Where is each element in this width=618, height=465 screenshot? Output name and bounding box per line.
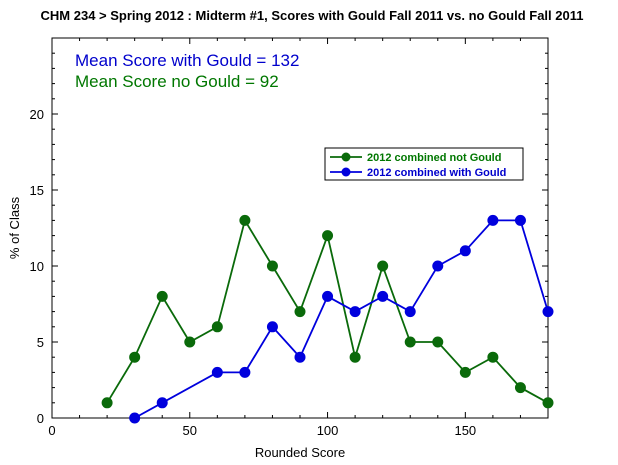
- series-line: [106, 218, 549, 404]
- series-line: [134, 219, 549, 419]
- series-2: [129, 214, 554, 424]
- data-point: [514, 214, 526, 226]
- data-point: [432, 336, 444, 348]
- data-point: [294, 306, 306, 318]
- data-point: [266, 260, 278, 272]
- legend-box: [324, 147, 524, 181]
- data-point: [129, 351, 141, 363]
- legend-label: 2012 combined with Gould: [367, 167, 506, 179]
- y-tick-label: 15: [30, 183, 44, 198]
- data-point: [156, 290, 168, 302]
- y-tick-label: 10: [30, 259, 44, 274]
- data-point: [129, 412, 141, 424]
- data-point: [459, 245, 471, 257]
- data-point: [239, 366, 251, 378]
- data-point: [322, 290, 334, 302]
- axis-ticks: 0 50 100 150 0 5 10 15 20: [30, 37, 549, 438]
- data-point: [487, 351, 499, 363]
- data-point: [184, 336, 196, 348]
- annotations: Mean Score with Gould = 132 Mean Score no…: [75, 51, 299, 91]
- data-point: [211, 321, 223, 333]
- x-tick-label: 50: [183, 423, 197, 438]
- x-tick-label: 0: [48, 423, 55, 438]
- y-tick-label: 0: [37, 411, 44, 426]
- data-point: [322, 230, 334, 242]
- x-axis-label: Rounded Score: [255, 445, 345, 460]
- data-point: [266, 321, 278, 333]
- data-point: [377, 290, 389, 302]
- legend-marker: [341, 167, 351, 177]
- data-point: [239, 214, 251, 226]
- legend: 2012 combined not Gould 2012 combined wit…: [324, 147, 524, 181]
- data-point: [101, 397, 113, 409]
- legend-marker: [341, 152, 351, 162]
- series-1: [101, 214, 554, 409]
- x-tick-label: 100: [317, 423, 339, 438]
- data-point: [487, 214, 499, 226]
- data-point: [404, 306, 416, 318]
- data-point: [349, 351, 361, 363]
- data-point: [542, 306, 554, 318]
- annotation-text: Mean Score no Gould = 92: [75, 72, 279, 91]
- data-point: [377, 260, 389, 272]
- data-point: [349, 306, 361, 318]
- chart-title: CHM 234 > Spring 2012 : Midterm #1, Scor…: [41, 8, 584, 23]
- data-point: [459, 366, 471, 378]
- y-tick-label: 20: [30, 107, 44, 122]
- data-point: [514, 382, 526, 394]
- x-tick-label: 150: [454, 423, 476, 438]
- y-axis-label: % of Class: [7, 196, 22, 259]
- series-layer: [101, 214, 554, 424]
- annotation-text: Mean Score with Gould = 132: [75, 51, 299, 70]
- data-point: [211, 366, 223, 378]
- legend-label: 2012 combined not Gould: [367, 152, 501, 164]
- data-point: [294, 351, 306, 363]
- data-point: [542, 397, 554, 409]
- data-point: [156, 397, 168, 409]
- y-tick-label: 5: [37, 335, 44, 350]
- data-point: [432, 260, 444, 272]
- data-point: [404, 336, 416, 348]
